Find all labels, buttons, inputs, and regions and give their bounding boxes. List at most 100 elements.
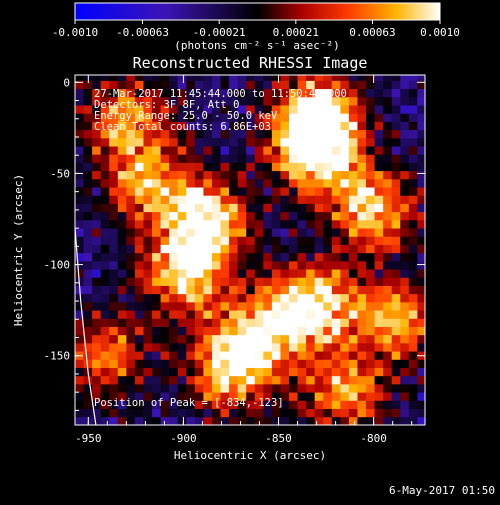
- heatmap-cell: [383, 334, 393, 344]
- heatmap-cell: [288, 260, 298, 270]
- heatmap-cell: [117, 187, 127, 196]
- heatmap-cell: [229, 203, 239, 213]
- heatmap-cell: [237, 211, 247, 221]
- heatmap-cell: [254, 301, 264, 311]
- heatmap-cell: [203, 293, 213, 303]
- heatmap-cell: [143, 203, 153, 213]
- heatmap-cell: [126, 359, 136, 368]
- heatmap-cell: [331, 170, 341, 180]
- heatmap-cell: [383, 310, 393, 319]
- heatmap-cell: [169, 351, 179, 360]
- heatmap-cell: [237, 244, 247, 254]
- heatmap-cell: [220, 334, 230, 344]
- heatmap-cell: [211, 416, 221, 425]
- heatmap-cell: [194, 301, 204, 311]
- heatmap-cell: [400, 301, 410, 311]
- heatmap-cell: [169, 252, 179, 262]
- heatmap-cell: [357, 219, 367, 229]
- heatmap-cell: [92, 375, 102, 385]
- heatmap-cell: [348, 244, 358, 254]
- heatmap-cell: [263, 334, 273, 344]
- heatmap-cell: [383, 383, 393, 393]
- heatmap-cell: [400, 375, 410, 385]
- heatmap-cell: [331, 359, 341, 368]
- heatmap-cell: [134, 359, 144, 368]
- heatmap-cell: [203, 334, 213, 344]
- heatmap-cell: [254, 318, 264, 327]
- heatmap-cell: [143, 75, 153, 81]
- heatmap-cell: [271, 310, 281, 319]
- heatmap-cell: [280, 269, 290, 278]
- heatmap-cell: [383, 219, 393, 229]
- heatmap-cell: [314, 416, 324, 425]
- heatmap-cell: [391, 318, 401, 327]
- heatmap-cell: [314, 195, 324, 204]
- heatmap-cell: [83, 277, 93, 286]
- heatmap-cell: [271, 326, 281, 336]
- heatmap-cell: [211, 236, 221, 245]
- heatmap-cell: [383, 121, 393, 131]
- heatmap-cell: [331, 269, 341, 278]
- heatmap-cell: [126, 310, 136, 319]
- heatmap-cell: [186, 162, 196, 172]
- heatmap-cell: [220, 113, 230, 122]
- heatmap-cell: [348, 105, 358, 114]
- heatmap-cell: [126, 285, 136, 295]
- heatmap-cell: [75, 113, 84, 122]
- heatmap-cell: [408, 96, 418, 106]
- heatmap-cell: [280, 359, 290, 368]
- heatmap-cell: [109, 334, 119, 344]
- heatmap-cell: [160, 129, 170, 139]
- heatmap-cell: [323, 162, 333, 172]
- heatmap-cell: [366, 318, 375, 327]
- heatmap-cell: [109, 187, 119, 196]
- heatmap-cell: [288, 416, 298, 425]
- heatmap-cell: [237, 400, 247, 409]
- heatmap-cell: [297, 244, 307, 254]
- heatmap-cell: [254, 269, 264, 278]
- heatmap-cell: [288, 351, 298, 360]
- heatmap-cell: [306, 301, 316, 311]
- heatmap-cell: [186, 105, 196, 114]
- heatmap-cell: [203, 203, 213, 213]
- heatmap-cell: [75, 236, 84, 245]
- heatmap-cell: [186, 351, 196, 360]
- heatmap-cell: [100, 228, 110, 237]
- heatmap-cell: [143, 342, 153, 352]
- heatmap-cell: [246, 113, 256, 122]
- heatmap-cell: [186, 310, 196, 319]
- heatmap-cell: [194, 137, 204, 147]
- heatmap-cell: [314, 392, 324, 401]
- heatmap-cell: [143, 392, 153, 401]
- heatmap-cell: [169, 113, 179, 122]
- heatmap-cell: [92, 301, 102, 311]
- heatmap-cell: [117, 170, 127, 180]
- colorbar-tick-label: 0.00063: [349, 26, 395, 39]
- footer-date: 6-May-2017 01:50: [389, 484, 495, 497]
- heatmap-cell: [117, 334, 127, 344]
- heatmap-cell: [400, 113, 410, 122]
- heatmap-cell: [229, 310, 239, 319]
- heatmap-cell: [357, 146, 367, 155]
- heatmap-cell: [357, 236, 367, 245]
- heatmap-cell: [143, 301, 153, 311]
- heatmap-cell: [314, 203, 324, 213]
- heatmap-cell: [152, 383, 161, 393]
- heatmap-cell: [117, 269, 127, 278]
- heatmap-cell: [280, 277, 290, 286]
- heatmap-cell: [211, 310, 221, 319]
- heatmap-cell: [117, 260, 127, 270]
- heatmap-cell: [374, 244, 384, 254]
- heatmap-cell: [126, 228, 136, 237]
- heatmap-cell: [340, 228, 350, 237]
- heatmap-cell: [152, 121, 161, 131]
- heatmap-cell: [297, 400, 307, 409]
- heatmap-cell: [194, 170, 204, 180]
- heatmap-cell: [229, 113, 239, 122]
- heatmap-cell: [160, 293, 170, 303]
- heatmap-cell: [246, 211, 256, 221]
- heatmap-cell: [109, 80, 119, 90]
- heatmap-cell: [383, 75, 393, 81]
- heatmap-cell: [280, 219, 290, 229]
